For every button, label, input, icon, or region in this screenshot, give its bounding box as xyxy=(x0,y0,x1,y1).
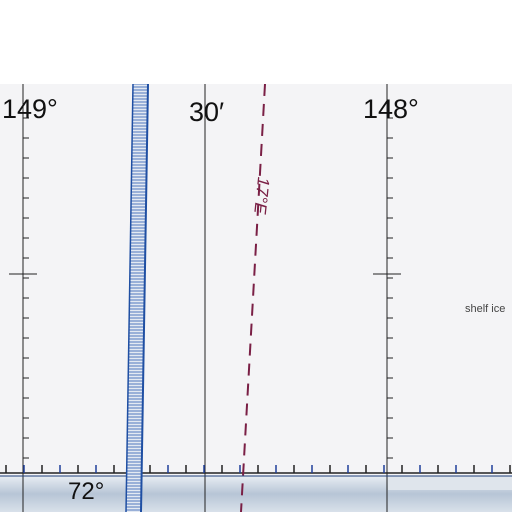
shelf-ice-band-right xyxy=(388,476,512,490)
meridian-label-148: 148° xyxy=(363,94,419,124)
map-graphics xyxy=(0,84,512,512)
meridian-label-149: 149° xyxy=(2,94,58,124)
latitude-label-72: 72° xyxy=(68,478,105,505)
meridian-label-30min: 30′ xyxy=(189,97,225,127)
parallel-ticks xyxy=(5,465,511,473)
ice-boundary-line-right xyxy=(140,84,149,512)
meridian-ticks xyxy=(23,117,393,459)
shelf-ice-label: shelf ice xyxy=(465,303,506,315)
ice-boundary-line-left xyxy=(125,84,134,512)
ice-boundary-hatch xyxy=(126,84,148,511)
declination-line xyxy=(240,84,266,512)
map-frame[interactable]: 149° 30′ 148° 17°E shelf ice 72° xyxy=(0,84,512,512)
declination-label: 17°E xyxy=(250,176,273,215)
